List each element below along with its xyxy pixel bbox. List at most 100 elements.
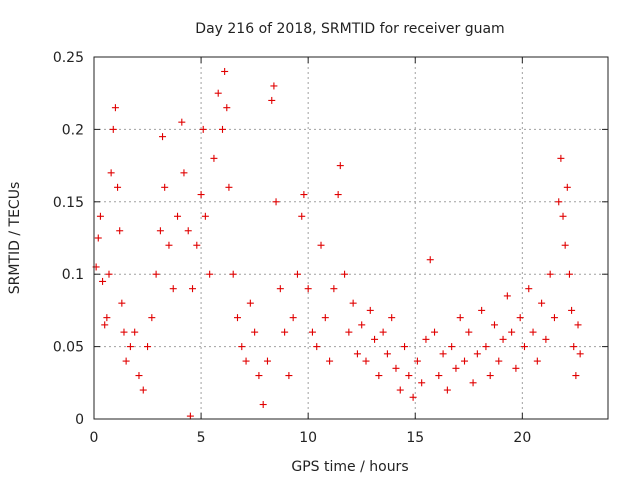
data-point	[144, 343, 152, 351]
data-point	[159, 133, 167, 141]
data-point	[550, 314, 558, 322]
data-point	[300, 191, 308, 199]
data-point	[431, 328, 439, 336]
data-point	[465, 328, 473, 336]
data-point	[508, 328, 516, 336]
data-point	[375, 372, 383, 380]
data-point	[219, 125, 226, 133]
data-point	[120, 328, 128, 336]
data-point	[334, 191, 342, 199]
y-tick-label: 0.2	[62, 122, 84, 138]
data-point	[568, 306, 576, 314]
data-point	[401, 343, 409, 351]
data-point	[409, 393, 417, 401]
data-point	[96, 212, 104, 220]
data-point	[461, 357, 469, 365]
data-point	[103, 314, 111, 322]
data-point	[281, 328, 289, 336]
x-axis-label: GPS time / hours	[291, 459, 408, 475]
data-point	[341, 270, 349, 278]
data-point	[161, 183, 169, 191]
data-point	[478, 306, 486, 314]
data-point	[499, 335, 507, 343]
data-point	[576, 350, 584, 358]
data-point	[135, 372, 143, 380]
data-point	[255, 372, 263, 380]
data-point	[413, 357, 421, 365]
data-point	[308, 328, 316, 336]
data-point	[114, 183, 122, 191]
data-point	[101, 321, 109, 329]
data-point	[169, 285, 177, 293]
data-point	[473, 350, 481, 358]
data-point	[285, 372, 293, 380]
data-point	[184, 227, 192, 235]
data-point	[542, 335, 550, 343]
data-point	[174, 212, 182, 220]
data-point	[482, 343, 490, 351]
data-point	[533, 357, 541, 365]
data-point	[276, 285, 284, 293]
data-point	[214, 89, 222, 97]
x-tick-label: 10	[299, 430, 317, 446]
data-point	[229, 270, 237, 278]
data-point	[109, 125, 117, 133]
data-point	[392, 364, 400, 372]
data-point	[379, 328, 387, 336]
data-point	[246, 299, 254, 307]
x-tick-label: 20	[513, 430, 531, 446]
data-point	[148, 314, 156, 322]
data-point	[362, 357, 370, 365]
data-point	[358, 321, 366, 329]
data-point	[317, 241, 325, 249]
data-point	[439, 350, 447, 358]
data-point	[503, 292, 511, 300]
data-point	[538, 299, 546, 307]
data-point	[242, 357, 250, 365]
data-point	[189, 285, 197, 293]
plot-frame	[93, 56, 609, 420]
data-point	[107, 169, 115, 177]
data-point	[565, 270, 573, 278]
data-point	[233, 314, 241, 322]
data-point	[546, 270, 554, 278]
data-point	[111, 104, 119, 112]
data-point	[131, 328, 139, 336]
data-point	[259, 401, 267, 409]
data-point	[210, 154, 218, 162]
data-point	[321, 314, 329, 322]
data-point	[289, 314, 297, 322]
data-point	[426, 256, 434, 264]
data-point	[251, 328, 259, 336]
data-point	[105, 270, 113, 278]
data-point	[555, 198, 563, 206]
data-point	[388, 314, 396, 322]
data-point	[178, 118, 186, 126]
data-point	[422, 335, 430, 343]
data-point	[529, 328, 537, 336]
data-point	[94, 234, 102, 242]
data-point	[304, 285, 312, 293]
ticks-layer: 0 5 10 15 20 0 0.05 0.1 0.15 0.2 0.25	[53, 50, 608, 446]
data-point	[263, 357, 271, 365]
data-point	[225, 183, 233, 191]
data-point	[495, 357, 503, 365]
data-point	[366, 306, 374, 314]
data-point	[469, 379, 477, 387]
data-point	[152, 270, 160, 278]
data-point	[122, 357, 130, 365]
data-point	[223, 104, 231, 112]
data-point	[201, 212, 209, 220]
data-point	[516, 314, 524, 322]
x-tick-label: 0	[90, 430, 99, 446]
y-tick-label: 0.15	[53, 195, 84, 211]
y-tick-label: 0.05	[53, 340, 84, 356]
data-point	[165, 241, 173, 249]
data-point	[116, 227, 124, 235]
chart-title: Day 216 of 2018, SRMTID for receiver gua…	[195, 21, 504, 37]
points-layer	[92, 67, 584, 420]
data-point	[330, 285, 338, 293]
data-point	[418, 379, 426, 387]
data-point	[272, 198, 280, 206]
data-point	[525, 285, 533, 293]
